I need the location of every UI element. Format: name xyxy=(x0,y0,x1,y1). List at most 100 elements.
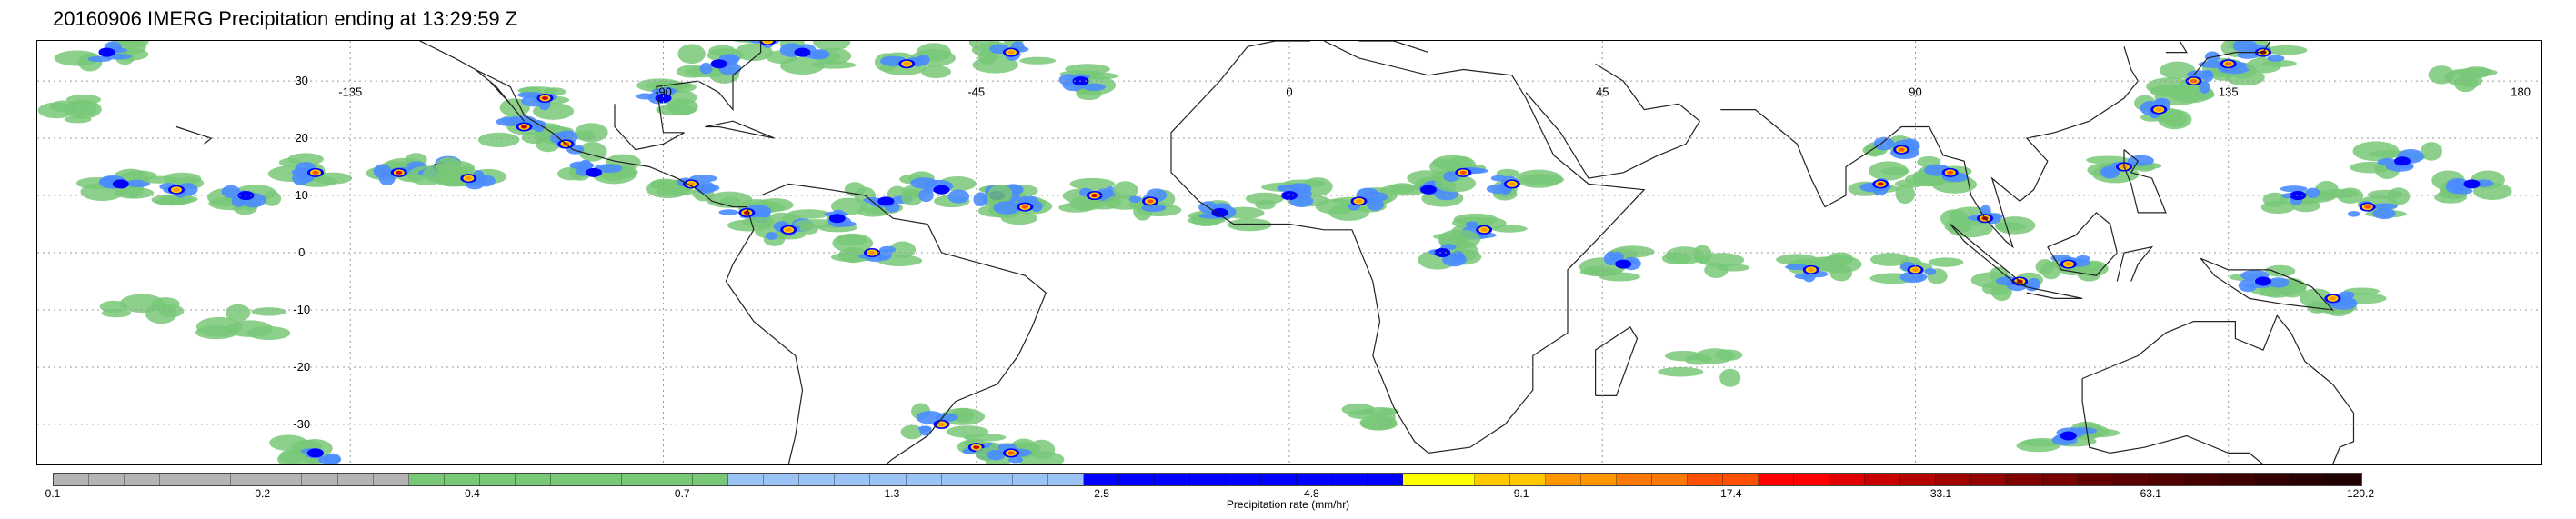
longitude-label: 45 xyxy=(1596,85,1609,98)
precip-halo xyxy=(708,45,737,57)
precip-heavy xyxy=(710,59,727,69)
coastline xyxy=(2116,245,2154,282)
precip-moderate xyxy=(1452,251,1465,263)
precip-halo xyxy=(1994,216,2036,235)
colorbar-cell xyxy=(266,474,303,485)
precip-moderate xyxy=(689,175,717,183)
coastline xyxy=(1595,326,1639,396)
precip-moderate xyxy=(1366,198,1384,211)
colorbar-cell xyxy=(1368,474,1404,485)
colorbar-cell xyxy=(799,474,836,485)
colorbar-cell xyxy=(337,474,374,485)
coastline xyxy=(475,69,525,122)
colorbar-cell xyxy=(835,474,871,485)
precip-halo xyxy=(1944,219,1973,234)
precip-halo xyxy=(987,184,1013,205)
precip-halo xyxy=(279,449,305,464)
precip-core xyxy=(173,187,180,192)
coastline xyxy=(2200,257,2335,311)
precip-core xyxy=(1007,451,1015,455)
colorbar-tick-label: 9.1 xyxy=(1513,487,1529,500)
coastline xyxy=(614,41,762,151)
precip-moderate xyxy=(569,161,595,170)
precip-core xyxy=(785,227,792,232)
colorbar-cell xyxy=(1474,474,1510,485)
precip-halo xyxy=(1515,169,1562,188)
precip-halo xyxy=(155,197,187,206)
colorbar-cell xyxy=(302,474,338,485)
colorbar-cell xyxy=(408,474,445,485)
colorbar-tick-label: 0.1 xyxy=(45,487,61,500)
precip-heavy xyxy=(794,47,811,57)
precip-moderate xyxy=(973,192,988,207)
precip-halo xyxy=(575,130,596,141)
coastline xyxy=(1170,41,1646,454)
precip-halo xyxy=(888,241,917,258)
precip-moderate xyxy=(919,425,932,436)
precip-moderate xyxy=(378,171,396,185)
precip-halo xyxy=(2265,45,2308,55)
colorbar-cell xyxy=(2149,474,2185,485)
colorbar-tick-label: 1.3 xyxy=(884,487,900,500)
precip-core xyxy=(465,176,472,181)
precip-core xyxy=(1808,267,1815,272)
colorbar-cell xyxy=(1900,474,1937,485)
precip-moderate xyxy=(1873,136,1895,151)
precip-halo xyxy=(706,191,753,208)
latitude-label: 20 xyxy=(295,131,307,145)
precip-halo xyxy=(857,206,889,217)
coastline xyxy=(2165,41,2188,54)
precip-halo xyxy=(2352,141,2400,162)
colorbar-tick-label: 63.1 xyxy=(2140,487,2161,500)
precip-moderate xyxy=(1141,204,1166,213)
precip-heavy xyxy=(1281,191,1298,201)
colorbar-cell xyxy=(479,474,516,485)
precip-halo xyxy=(735,43,773,62)
precip-halo xyxy=(1112,181,1138,199)
coastline xyxy=(2081,378,2264,464)
precip-moderate xyxy=(323,453,341,464)
precip-core xyxy=(541,95,548,100)
colorbar-cell xyxy=(1580,474,1617,485)
precip-halo xyxy=(251,307,286,316)
precip-halo xyxy=(1227,218,1272,232)
precip-halo xyxy=(1928,257,1964,267)
precip-core xyxy=(903,62,910,66)
colorbar-cell xyxy=(444,474,480,485)
precip-heavy xyxy=(877,196,895,206)
colorbar-cell xyxy=(195,474,232,485)
precip-moderate xyxy=(718,209,739,215)
colorbar-cell xyxy=(1403,474,1439,485)
precip-moderate xyxy=(2199,81,2210,94)
colorbar-cell xyxy=(2078,474,2114,485)
precip-moderate xyxy=(879,245,897,254)
precip-halo xyxy=(2434,191,2467,204)
colorbar-cell xyxy=(1118,474,1155,485)
precip-halo xyxy=(813,41,851,51)
precip-moderate xyxy=(1008,456,1023,464)
precip-halo xyxy=(1019,56,1057,65)
precip-moderate xyxy=(2127,155,2154,166)
precip-halo xyxy=(1658,366,1704,377)
precip-core xyxy=(1459,170,1467,175)
precip-halo xyxy=(832,233,874,254)
precip-halo xyxy=(2260,200,2295,215)
coastline xyxy=(419,41,747,208)
precip-core xyxy=(1509,182,1516,186)
colorbar-cell xyxy=(89,474,125,485)
precip-heavy xyxy=(2060,431,2077,441)
precip-heavy xyxy=(655,93,672,103)
precip-halo xyxy=(54,50,100,66)
precip-halo xyxy=(2160,61,2196,80)
precip-halo xyxy=(1869,253,1910,266)
coastline xyxy=(2193,41,2271,76)
precip-moderate xyxy=(810,49,830,60)
colorbar-cell xyxy=(728,474,765,485)
coastline xyxy=(1525,63,1701,179)
precip-core xyxy=(2155,107,2162,112)
coastline xyxy=(1358,41,1429,54)
precip-moderate xyxy=(2371,203,2398,210)
colorbar-cell xyxy=(1722,474,1759,485)
colorbar-tick-label: 33.1 xyxy=(1929,487,1952,500)
precip-halo xyxy=(667,98,698,115)
